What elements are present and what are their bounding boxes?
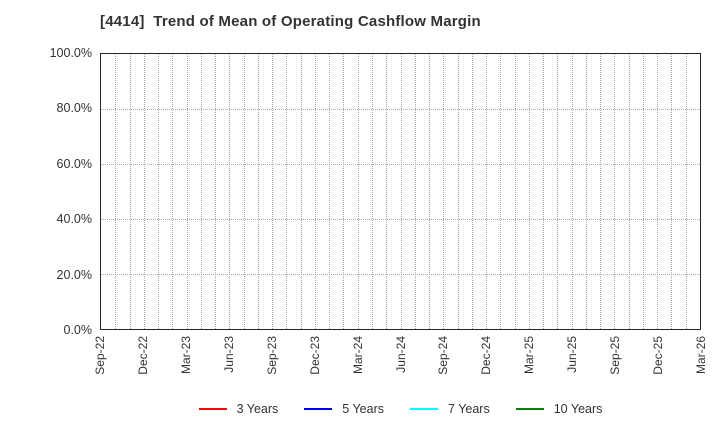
legend-line-swatch [198, 408, 227, 410]
vertical-gridline [486, 54, 488, 329]
legend-item: 10 Years [515, 402, 603, 416]
legend-item-label: 5 Years [342, 402, 385, 416]
vertical-gridline [386, 54, 388, 329]
chart-title: [4414] Trend of Mean of Operating Cashfl… [100, 13, 481, 30]
x-axis-tick-label: Mar-23 [178, 336, 193, 375]
x-axis-tick-label: Mar-26 [694, 336, 708, 375]
vertical-gridline [600, 54, 602, 329]
vertical-gridline [543, 54, 545, 329]
x-axis-tick-label: Jun-23 [221, 336, 236, 373]
x-axis-tick-label: Sep-22 [93, 336, 107, 375]
vertical-gridline [471, 54, 473, 329]
vertical-gridline [200, 54, 202, 329]
legend-item-label: 3 Years [236, 402, 279, 416]
x-axis-tick-label: Dec-25 [651, 336, 666, 375]
vertical-gridline [443, 54, 445, 329]
plot-area [100, 53, 701, 330]
x-axis-tick-label: Sep-25 [608, 336, 623, 375]
vertical-gridline [329, 54, 331, 329]
x-axis-tick-label: Dec-24 [479, 336, 494, 375]
legend-line-swatch [515, 408, 544, 410]
vertical-gridline [429, 54, 431, 329]
vertical-gridline [257, 54, 259, 329]
legend-item-label: 7 Years [448, 402, 490, 416]
vertical-gridline [528, 54, 530, 329]
legend-item: 7 Years [410, 402, 490, 416]
vertical-gridline [300, 54, 302, 329]
vertical-gridline [343, 54, 345, 329]
legend: 3 Years 5 Years 7 Years 10 Years [100, 401, 701, 417]
horizontal-gridline [101, 274, 700, 275]
vertical-gridline [571, 54, 573, 329]
vertical-gridline [215, 54, 217, 329]
x-axis-tick-label: Sep-23 [264, 336, 279, 375]
vertical-gridline [557, 54, 559, 329]
horizontal-gridline [101, 164, 700, 165]
vertical-gridline [129, 54, 131, 329]
vertical-gridline [286, 54, 288, 329]
y-axis-tick-label: 0.0% [63, 323, 93, 337]
horizontal-gridline [101, 109, 700, 110]
vertical-gridline [314, 54, 316, 329]
vertical-gridline [414, 54, 416, 329]
vertical-gridline [657, 54, 659, 329]
vertical-gridline [514, 54, 516, 329]
vertical-gridline [186, 54, 188, 329]
vertical-gridline [115, 54, 117, 329]
vertical-gridline [357, 54, 359, 329]
vertical-gridline [172, 54, 174, 329]
x-axis-tick-label: Dec-23 [307, 336, 322, 375]
legend-item: 5 Years [304, 402, 384, 416]
vertical-gridline [671, 54, 673, 329]
legend-line-swatch [410, 408, 439, 410]
vertical-gridline [229, 54, 231, 329]
x-axis-tick-label: Mar-25 [522, 336, 537, 375]
vertical-gridline [685, 54, 687, 329]
vertical-gridline [500, 54, 502, 329]
vertical-gridline [457, 54, 459, 329]
x-axis-tick-label: Sep-24 [436, 336, 451, 375]
vertical-gridline [272, 54, 274, 329]
horizontal-gridline [101, 219, 700, 220]
vertical-gridline [628, 54, 630, 329]
x-axis-tick-label: Mar-24 [350, 336, 365, 375]
legend-line-swatch [304, 408, 333, 410]
legend-item-label: 10 Years [553, 402, 603, 416]
x-axis-tick-label: Jun-24 [393, 336, 408, 373]
legend-item: 3 Years [198, 402, 279, 416]
vertical-gridline [400, 54, 402, 329]
vertical-gridline [158, 54, 160, 329]
vertical-gridline [143, 54, 145, 329]
x-axis-tick-label: Dec-22 [135, 336, 150, 375]
y-axis-tick-label: 60.0% [56, 156, 92, 171]
vertical-gridline [371, 54, 373, 329]
y-axis-tick-label: 40.0% [56, 212, 92, 227]
y-axis-tick-label: 80.0% [56, 101, 92, 116]
y-axis-tick-label: 20.0% [56, 267, 92, 282]
vertical-gridline [614, 54, 616, 329]
vertical-gridline [642, 54, 644, 329]
vertical-gridline [585, 54, 587, 329]
vertical-gridline [243, 54, 245, 329]
y-axis-tick-label: 100.0% [49, 46, 92, 60]
x-axis-tick-label: Jun-25 [565, 336, 580, 373]
